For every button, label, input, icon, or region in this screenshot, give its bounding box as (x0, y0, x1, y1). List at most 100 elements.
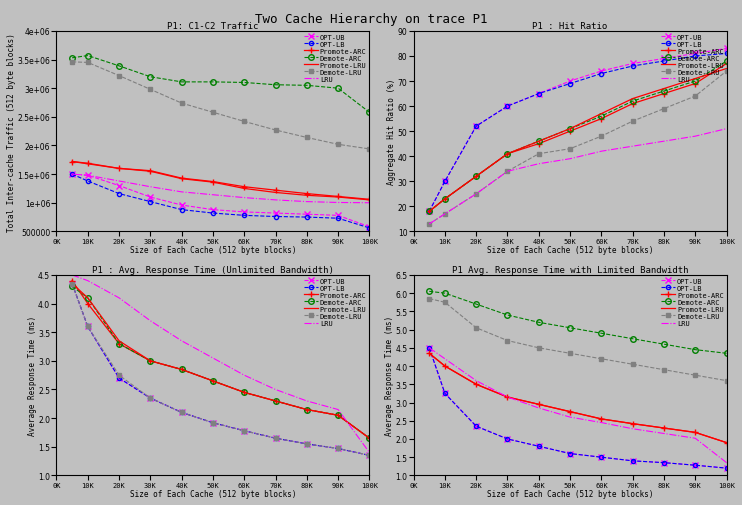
OPT-UB (114, 375, 123, 381)
Demote-ARC (114, 341, 123, 347)
OPT-LB (503, 436, 512, 442)
LRU (146, 184, 155, 190)
Promote-LRU (565, 126, 574, 132)
Demote-ARC (534, 139, 543, 145)
LRU (722, 126, 731, 132)
OPT-UB (334, 213, 343, 219)
OPT-LB (628, 64, 637, 70)
Promote-ARC (597, 116, 605, 122)
Line: Demote-ARC: Demote-ARC (427, 59, 729, 215)
Line: Promote-LRU: Promote-LRU (430, 354, 726, 443)
Demote-LRU (271, 128, 280, 134)
Title: P1: C1-C2 Traffic: P1: C1-C2 Traffic (167, 22, 259, 31)
LRU (240, 372, 249, 378)
Promote-LRU (365, 197, 374, 204)
LRU (597, 149, 605, 155)
Line: OPT-LB: OPT-LB (427, 53, 729, 214)
Line: OPT-UB: OPT-UB (69, 172, 372, 230)
Promote-ARC (271, 398, 280, 404)
Demote-LRU (240, 119, 249, 125)
Promote-ARC (425, 350, 434, 357)
Demote-ARC (302, 407, 311, 413)
LRU (565, 157, 574, 163)
Promote-ARC (114, 341, 123, 347)
OPT-LB (722, 465, 731, 471)
Demote-LRU (597, 134, 605, 140)
OPT-UB (334, 445, 343, 451)
OPT-UB (240, 428, 249, 434)
Promote-LRU (628, 421, 637, 427)
LRU (441, 212, 450, 218)
OPT-LB (177, 207, 186, 213)
Promote-ARC (240, 389, 249, 395)
Demote-ARC (425, 289, 434, 295)
Y-axis label: Aggregate Hit Ratio (%): Aggregate Hit Ratio (%) (387, 79, 396, 185)
Promote-LRU (334, 194, 343, 200)
Legend: OPT-UB, OPT-LB, Promote-ARC, Demote-ARC, Promote-LRU, Demote-LRU, LRU: OPT-UB, OPT-LB, Promote-ARC, Demote-ARC,… (660, 277, 725, 328)
OPT-LB (534, 443, 543, 449)
Y-axis label: Total Inter-cache Traffic (512 byte blocks): Total Inter-cache Traffic (512 byte bloc… (7, 33, 16, 231)
OPT-LB (209, 211, 217, 217)
Demote-ARC (365, 435, 374, 441)
OPT-UB (503, 436, 512, 442)
Demote-ARC (114, 64, 123, 70)
OPT-LB (302, 441, 311, 447)
Promote-ARC (209, 378, 217, 384)
Demote-LRU (114, 372, 123, 378)
Demote-LRU (209, 110, 217, 116)
OPT-UB (240, 210, 249, 216)
Text: Two Cache Hierarchy on trace P1: Two Cache Hierarchy on trace P1 (255, 13, 487, 26)
Promote-ARC (68, 278, 76, 284)
Line: OPT-LB: OPT-LB (70, 173, 372, 231)
LRU (691, 435, 700, 441)
Promote-LRU (691, 430, 700, 436)
LRU (83, 173, 92, 179)
Demote-LRU (209, 420, 217, 426)
Demote-LRU (722, 378, 731, 384)
Demote-ARC (146, 358, 155, 364)
Promote-ARC (114, 166, 123, 172)
Demote-LRU (534, 345, 543, 351)
OPT-LB (114, 191, 123, 197)
Demote-ARC (722, 59, 731, 65)
OPT-UB (83, 173, 92, 179)
OPT-UB (472, 124, 481, 130)
OPT-UB (722, 46, 731, 53)
Demote-ARC (565, 126, 574, 132)
Demote-ARC (441, 290, 450, 296)
Demote-LRU (114, 73, 123, 79)
OPT-LB (209, 420, 217, 426)
LRU (177, 338, 186, 344)
Demote-LRU (565, 350, 574, 357)
LRU (472, 191, 481, 197)
Line: Promote-LRU: Promote-LRU (430, 69, 726, 212)
Promote-LRU (722, 440, 731, 446)
OPT-LB (628, 458, 637, 464)
Demote-LRU (472, 325, 481, 331)
Promote-LRU (722, 66, 731, 72)
OPT-LB (271, 214, 280, 220)
Line: Promote-LRU: Promote-LRU (72, 284, 370, 438)
OPT-UB (628, 458, 637, 464)
Line: Demote-LRU: Demote-LRU (427, 70, 729, 227)
Demote-ARC (334, 413, 343, 419)
Line: LRU: LRU (72, 175, 370, 204)
OPT-LB (441, 179, 450, 185)
OPT-UB (441, 179, 450, 185)
OPT-LB (334, 216, 343, 222)
Demote-ARC (425, 209, 434, 215)
Demote-LRU (628, 362, 637, 368)
OPT-LB (302, 215, 311, 221)
Demote-LRU (302, 441, 311, 447)
OPT-UB (271, 211, 280, 217)
OPT-UB (425, 209, 434, 215)
Promote-ARC (472, 381, 481, 387)
Promote-LRU (271, 190, 280, 196)
Demote-ARC (240, 80, 249, 86)
Promote-ARC (722, 440, 731, 446)
Demote-LRU (177, 410, 186, 416)
OPT-LB (691, 462, 700, 468)
Demote-ARC (209, 378, 217, 384)
OPT-LB (146, 199, 155, 205)
Promote-LRU (177, 367, 186, 373)
